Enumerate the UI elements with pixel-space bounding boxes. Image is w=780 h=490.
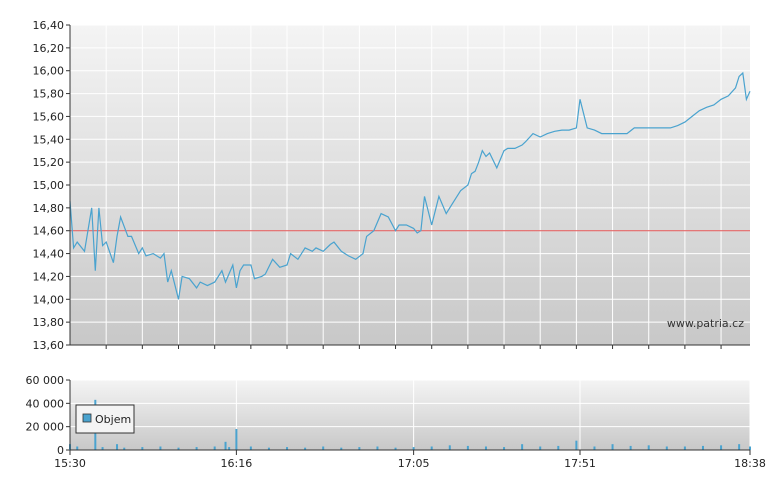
volume-bar xyxy=(647,445,650,450)
price-y-tick-label: 16,20 xyxy=(33,42,65,55)
x-tick-label: 16:16 xyxy=(221,457,253,470)
price-y-tick-label: 13,80 xyxy=(33,316,65,329)
volume-bar xyxy=(749,446,751,450)
x-tick-label: 17:51 xyxy=(564,457,596,470)
volume-bar xyxy=(177,447,180,450)
price-y-tick-label: 14,00 xyxy=(33,293,65,306)
legend-swatch xyxy=(82,413,92,423)
volume-bar xyxy=(116,444,119,450)
price-y-tick-label: 14,80 xyxy=(33,202,65,215)
volume-bar xyxy=(101,447,104,450)
volume-bar xyxy=(521,444,524,450)
x-tick-label: 18:38 xyxy=(734,457,766,470)
volume-bar xyxy=(611,444,614,450)
price-y-tick-label: 14,60 xyxy=(33,225,65,238)
x-tick-label: 17:05 xyxy=(398,457,430,470)
volume-bar xyxy=(286,447,289,450)
volume-bar xyxy=(665,446,668,450)
volume-bar xyxy=(412,447,415,450)
volume-bar xyxy=(575,440,578,450)
volume-bar xyxy=(159,446,162,450)
x-tick-label: 15:30 xyxy=(54,457,86,470)
volume-bar xyxy=(539,446,542,450)
price-y-tick-label: 15,00 xyxy=(33,179,65,192)
volume-bar xyxy=(249,446,252,450)
volume-y-tick-label: 40 000 xyxy=(26,397,65,410)
volume-bar xyxy=(629,445,632,450)
price-y-tick-label: 15,40 xyxy=(33,133,65,146)
price-y-tick-label: 15,20 xyxy=(33,156,65,169)
volume-bar xyxy=(430,446,433,450)
volume-bar xyxy=(123,447,126,450)
volume-plot-area xyxy=(70,380,750,450)
volume-bar xyxy=(224,441,227,450)
volume-bar xyxy=(484,446,487,450)
volume-bar xyxy=(557,445,560,450)
volume-bar xyxy=(503,447,506,450)
volume-bar xyxy=(322,446,325,450)
volume-bar xyxy=(683,446,686,450)
legend-label: Objem xyxy=(95,413,131,426)
volume-y-tick-label: 20 000 xyxy=(26,421,65,434)
volume-y-tick-label: 0 xyxy=(57,444,64,457)
volume-bar xyxy=(358,447,361,450)
price-series-line xyxy=(69,71,751,300)
volume-bar xyxy=(141,447,144,450)
volume-bar xyxy=(394,447,397,450)
price-y-tick-label: 16,40 xyxy=(33,19,65,32)
volume-bar xyxy=(235,429,238,450)
price-y-tick-label: 15,60 xyxy=(33,110,65,123)
volume-bar xyxy=(76,446,79,450)
price-y-tick-label: 14,40 xyxy=(33,248,65,261)
price-y-tick-label: 14,20 xyxy=(33,270,65,283)
volume-bar xyxy=(340,447,343,450)
volume-legend: Objem xyxy=(75,404,135,434)
price-y-tick-label: 16,00 xyxy=(33,65,65,78)
volume-bar xyxy=(267,447,270,450)
volume-bar xyxy=(376,446,379,450)
volume-bar xyxy=(195,447,198,450)
volume-bar xyxy=(738,444,741,450)
volume-bar xyxy=(213,446,216,450)
volume-y-tick-label: 60 000 xyxy=(26,374,65,387)
watermark-text: www.patria.cz xyxy=(667,317,744,330)
volume-bar xyxy=(593,446,596,450)
price-chart: 16,40 16,20 16,00 15,80 15,60 15,40 15,20 15,00… xyxy=(33,19,751,352)
volume-bar xyxy=(701,445,704,450)
volume-bar xyxy=(228,447,231,450)
volume-bar xyxy=(304,447,307,450)
price-y-tick-label: 13,60 xyxy=(33,339,65,352)
volume-bar xyxy=(720,445,723,450)
volume-bar xyxy=(466,445,469,450)
price-y-tick-label: 15,80 xyxy=(33,88,65,101)
volume-bar xyxy=(448,445,451,450)
